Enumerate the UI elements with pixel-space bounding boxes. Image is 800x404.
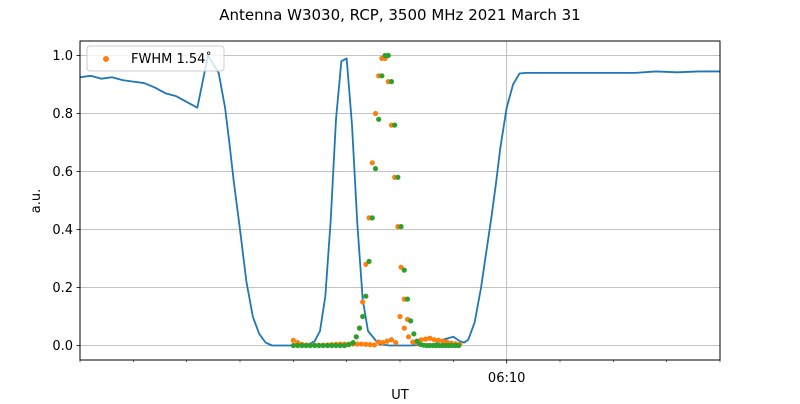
data-point bbox=[354, 341, 360, 347]
data-point bbox=[408, 318, 414, 324]
chart-title: Antenna W3030, RCP, 3500 MHz 2021 March … bbox=[219, 6, 580, 24]
data-point bbox=[353, 334, 359, 340]
data-point bbox=[392, 122, 398, 128]
data-point bbox=[397, 313, 403, 320]
x-tick-label: 06:10 bbox=[488, 371, 525, 386]
plot-frame bbox=[79, 40, 721, 361]
legend-box bbox=[86, 45, 225, 72]
data-point bbox=[398, 224, 404, 230]
data-point bbox=[356, 325, 363, 331]
data-point bbox=[316, 342, 322, 349]
data-point bbox=[366, 258, 372, 264]
data-point bbox=[320, 342, 326, 349]
data-point bbox=[395, 174, 401, 180]
data-point bbox=[333, 342, 339, 349]
data-point bbox=[435, 337, 441, 343]
y-tick-label: 0.8 bbox=[52, 107, 73, 122]
data-point bbox=[372, 110, 379, 117]
data-point bbox=[290, 342, 296, 349]
y-tick-label: 0.0 bbox=[52, 339, 73, 354]
data-point bbox=[418, 337, 424, 343]
y-axis-label: a.u. bbox=[29, 189, 44, 213]
data-point bbox=[337, 342, 343, 349]
data-point bbox=[324, 342, 331, 349]
y-tick-label: 0.4 bbox=[52, 223, 73, 238]
data-point bbox=[380, 340, 386, 346]
data-point bbox=[299, 342, 305, 349]
data-point bbox=[410, 339, 416, 345]
series-layer bbox=[79, 52, 720, 349]
tick-layer: 0.0 0.2 0.4 0.6 0.8 1.0 06:10 bbox=[52, 49, 721, 386]
data-point bbox=[388, 337, 395, 343]
data-point bbox=[401, 267, 407, 273]
legend-label: FWHM 1.54˚ bbox=[131, 51, 212, 67]
data-point bbox=[401, 325, 407, 331]
data-point bbox=[393, 340, 399, 346]
data-point bbox=[423, 336, 429, 342]
data-point bbox=[363, 341, 369, 347]
data-point bbox=[376, 116, 382, 122]
data-point bbox=[363, 293, 369, 299]
data-point bbox=[371, 342, 377, 348]
data-point bbox=[376, 339, 382, 345]
y-tick-label: 1.0 bbox=[52, 49, 73, 64]
data-point bbox=[329, 342, 335, 349]
data-point bbox=[341, 342, 348, 349]
data-point bbox=[359, 341, 365, 347]
data-point bbox=[388, 79, 395, 85]
data-point bbox=[360, 313, 366, 320]
data-point bbox=[404, 296, 411, 302]
legend: FWHM 1.54˚ bbox=[86, 45, 225, 72]
data-point bbox=[405, 334, 412, 340]
grid-layer bbox=[80, 41, 720, 360]
data-point bbox=[346, 342, 352, 348]
data-point bbox=[295, 342, 301, 349]
legend-marker bbox=[103, 56, 109, 62]
data-point bbox=[431, 337, 437, 343]
data-point bbox=[440, 338, 446, 344]
data-point bbox=[369, 160, 375, 166]
y-tick-label: 0.2 bbox=[52, 281, 73, 296]
series-line bbox=[79, 54, 720, 347]
data-point bbox=[367, 342, 373, 348]
data-point bbox=[360, 299, 366, 305]
data-point bbox=[350, 340, 356, 346]
data-point bbox=[303, 342, 309, 349]
x-axis-label: UT bbox=[391, 388, 409, 400]
data-point bbox=[414, 338, 420, 344]
data-point bbox=[385, 52, 391, 59]
data-point bbox=[307, 342, 313, 349]
data-point bbox=[290, 337, 296, 343]
data-point bbox=[411, 331, 417, 337]
y-tick-label: 0.6 bbox=[52, 165, 73, 180]
data-point bbox=[456, 342, 462, 349]
data-point bbox=[379, 73, 385, 79]
data-point bbox=[312, 342, 318, 349]
data-point bbox=[427, 335, 433, 341]
data-point bbox=[372, 166, 379, 172]
data-point bbox=[369, 215, 375, 221]
data-point bbox=[384, 338, 390, 344]
